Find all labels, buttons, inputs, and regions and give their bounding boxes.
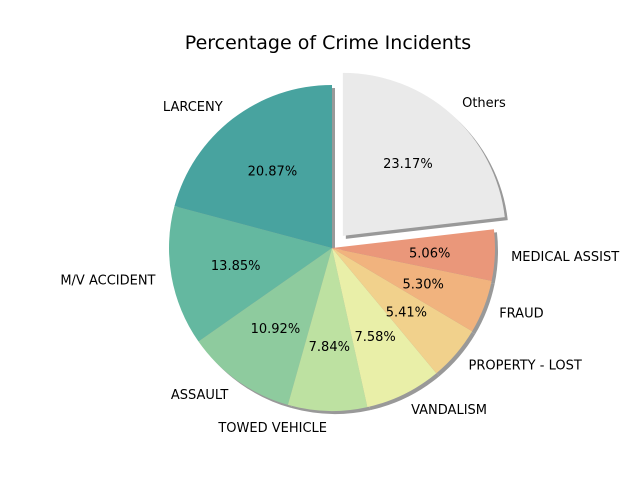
pie-slices [169, 72, 505, 412]
slice-label-larceny: LARCENY [163, 100, 223, 115]
chart-title: Percentage of Crime Incidents [185, 32, 471, 54]
pie-slice-fraud [332, 248, 492, 332]
slice-label-medical-assist: MEDICAL ASSIST [511, 250, 619, 265]
pct-label-larceny: 20.87% [248, 165, 298, 180]
pie-slice-others [342, 72, 505, 236]
pct-label-towed-vehicle: 7.84% [309, 340, 350, 355]
slice-label-assault: ASSAULT [171, 388, 228, 403]
pie-slice-m-v-accident [169, 206, 332, 342]
pct-label-assault: 10.92% [251, 322, 301, 337]
pie-slice-property-lost [332, 248, 473, 374]
pie-slice-vandalism [332, 248, 437, 408]
pct-label-medical-assist: 5.06% [409, 246, 450, 261]
slice-label-m-v-accident: M/V ACCIDENT [60, 273, 155, 288]
pie-slice-larceny [174, 85, 332, 248]
pct-label-others: 23.17% [383, 157, 433, 172]
slice-label-towed-vehicle: TOWED VEHICLE [217, 421, 327, 436]
pie-slice-towed-vehicle [287, 248, 368, 412]
pie-slice-assault [198, 248, 332, 405]
slice-label-vandalism: VANDALISM [411, 403, 487, 418]
slice-label-property-lost: PROPERTY - LOST [469, 358, 582, 373]
slice-label-others: Others [462, 96, 506, 111]
pct-label-fraud: 5.30% [403, 277, 444, 292]
pct-label-m-v-accident: 13.85% [211, 259, 261, 274]
slice-labels: 20.87% LARCENY 13.85% M/V ACCIDENT 10.92% ASS… [60, 96, 619, 436]
pct-label-vandalism: 7.58% [354, 330, 395, 345]
slice-label-fraud: FRAUD [499, 307, 543, 322]
pct-label-property-lost: 5.41% [386, 305, 427, 320]
pie-slice-medical-assist [332, 229, 495, 281]
